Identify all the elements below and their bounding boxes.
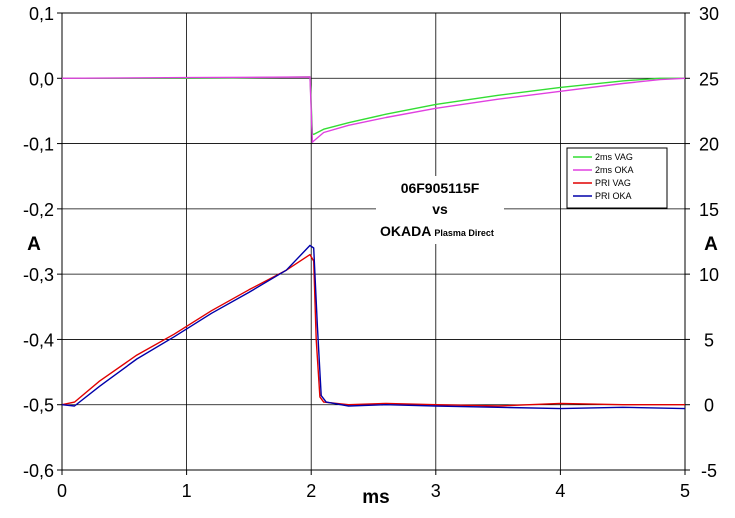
y-left-tick-label: 0,1 xyxy=(29,4,54,24)
y-right-tick-label: 0 xyxy=(704,396,714,416)
x-tick-label: 0 xyxy=(57,481,67,501)
plot-area xyxy=(61,12,686,471)
annotation-background xyxy=(376,176,504,244)
series-lines xyxy=(61,76,686,410)
annotation-line3: OKADA Plasma Direct xyxy=(380,223,494,239)
x-tick-label: 3 xyxy=(431,481,441,501)
legend-label-2ms-oka: 2ms OKA xyxy=(595,165,634,175)
legend: 2ms VAG 2ms OKA PRI VAG PRI OKA xyxy=(566,147,668,209)
y-axis-right-label: A xyxy=(704,234,718,255)
legend-label-2ms-vag: 2ms VAG xyxy=(595,152,633,162)
y-right-tick-label: 15 xyxy=(699,200,719,220)
annotation-main: OKADA xyxy=(380,223,431,239)
annotation-line1: 06F905115F xyxy=(401,180,480,196)
annotation-line2: vs xyxy=(432,201,448,217)
x-tick-label: 5 xyxy=(680,481,690,501)
y-left-tick-label: -0,3 xyxy=(23,265,54,285)
y-right-tick-label: -5 xyxy=(701,461,717,481)
y-left-tick-label: 0,0 xyxy=(29,69,54,89)
series-line-pri-vag xyxy=(61,253,685,407)
series-line-2ms-oka xyxy=(61,76,686,144)
series-line-pri-oka xyxy=(61,244,686,410)
y-right-tick-label: 10 xyxy=(699,265,719,285)
y-left-tick-label: -0,2 xyxy=(23,200,54,220)
x-axis-label: ms xyxy=(362,487,389,508)
y-left-tick-label: -0,6 xyxy=(23,461,54,481)
tick-labels: 0 1 2 3 4 50,1 300,0 25-0,1 20-0,2 15-0,3 10-0,4 5-… xyxy=(23,4,719,501)
y-right-tick-label: 5 xyxy=(704,330,714,350)
x-tick-label: 1 xyxy=(182,481,192,501)
y-axis-left-label: A xyxy=(27,234,41,255)
legend-box xyxy=(566,147,668,209)
y-right-tick-label: 20 xyxy=(699,135,719,155)
y-left-tick-label: -0,1 xyxy=(23,135,54,155)
y-left-tick-label: -0,5 xyxy=(23,396,54,416)
annotation: 06F905115F vs OKADA Plasma Direct xyxy=(376,176,504,244)
y-right-tick-label: 30 xyxy=(699,4,719,24)
y-right-tick-label: 25 xyxy=(699,69,719,89)
y-left-tick-label: -0,4 xyxy=(23,330,54,350)
legend-label-pri-oka: PRI OKA xyxy=(595,191,632,201)
x-tick-label: 4 xyxy=(555,481,565,501)
legend-label-pri-vag: PRI VAG xyxy=(595,178,631,188)
annotation-sub: Plasma Direct xyxy=(434,228,494,238)
x-tick-label: 2 xyxy=(306,481,316,501)
